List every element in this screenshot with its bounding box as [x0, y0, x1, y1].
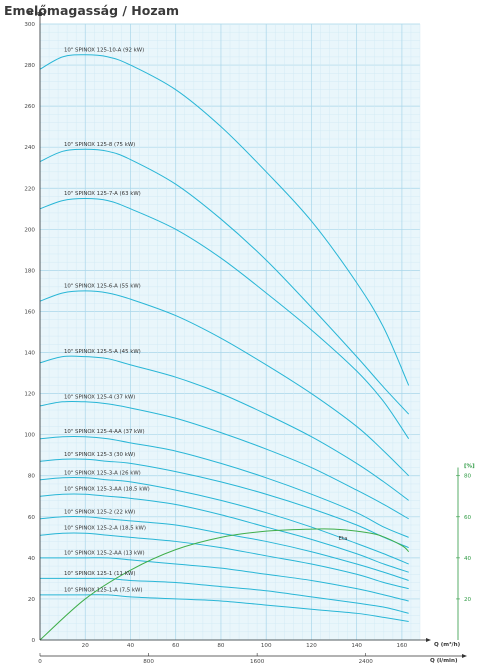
eta-tick-label: 20 — [464, 597, 472, 603]
series-label: 10" SPINOX 125-2-A (18,5 kW) — [64, 526, 146, 532]
x2-tick-label: 0 — [38, 659, 42, 664]
x2-tick-label: 2400 — [359, 659, 374, 664]
x-axis-arrow — [426, 638, 431, 642]
eta-tick-label: 80 — [464, 474, 472, 480]
y-tick-label: 120 — [24, 392, 35, 398]
page-title: Emelőmagasság / Hozam — [4, 3, 180, 18]
y-tick-label: 300 — [24, 22, 35, 28]
series-curve — [40, 557, 409, 602]
x-tick-label: 100 — [261, 643, 272, 649]
series-label: 10" SPINOX 125-4 (37 kW) — [64, 394, 135, 400]
series-label: 10" SPINOX 125-10-A (92 kW) — [64, 47, 144, 53]
y-tick-label: 0 — [31, 638, 35, 644]
x-axis-label: Q (m³/h) — [434, 641, 461, 648]
y-tick-label: 100 — [24, 433, 35, 439]
eta-tick-label: 40 — [464, 556, 472, 562]
eta-label: Eta — [339, 536, 348, 542]
series-curve — [39, 577, 409, 614]
y-tick-label: 200 — [24, 227, 35, 233]
curve-labels: 10" SPINOX 125-10-A (92 kW) 10" SPINOX 12… — [64, 47, 347, 593]
curves — [39, 54, 410, 641]
y-tick-label: 240 — [24, 145, 35, 151]
series-curve — [39, 532, 409, 590]
series-label: 10" SPINOX 125-6-A (55 kW) — [64, 283, 141, 289]
x-tick-label: 160 — [397, 643, 408, 649]
series-curve — [39, 148, 410, 415]
series-label: 10" SPINOX 125-2 (22 kW) — [64, 509, 135, 515]
y-tick-label: 280 — [24, 63, 35, 69]
y-tick-label: 160 — [24, 309, 35, 315]
axes: H [m]20406080100120140160180200220240260… — [24, 11, 475, 664]
series-curve — [39, 198, 410, 440]
series-curve — [40, 594, 409, 623]
y-axis-label: H [m] — [28, 11, 46, 17]
series-curve — [39, 458, 409, 549]
y-tick-label: 60 — [28, 515, 36, 521]
series-curve — [39, 477, 409, 565]
series-curve — [39, 355, 409, 501]
series-curve — [39, 516, 409, 581]
series-label: 10" SPINOX 125-2-AA (13 kW) — [64, 550, 145, 556]
series-curve — [39, 54, 410, 386]
y-tick-label: 180 — [24, 268, 35, 274]
series-label: 10" SPINOX 125-5-A (45 kW) — [64, 349, 141, 355]
y-tick-label: 140 — [24, 351, 35, 357]
x2-axis-arrow — [462, 654, 467, 658]
x-tick-label: 140 — [351, 643, 362, 649]
series-label: 10" SPINOX 125-3-A (26 kW) — [64, 470, 141, 476]
series-label: 10" SPINOX 125-7-A (63 kW) — [64, 191, 141, 197]
series-curve — [39, 290, 410, 477]
x-tick-label: 60 — [172, 643, 180, 649]
eta-curve — [39, 528, 410, 641]
series-curve — [39, 435, 409, 538]
series-label: 10" SPINOX 125-4-AA (37 kW) — [64, 429, 145, 435]
x2-tick-label: 800 — [143, 659, 154, 664]
series-label: 10" SPINOX 125-3 (30 kW) — [64, 452, 135, 458]
y-tick-label: 260 — [24, 104, 35, 110]
x-tick-label: 120 — [306, 643, 317, 649]
series-curve — [39, 493, 409, 573]
eta-axis-label: [%] — [464, 464, 475, 470]
y-tick-label: 20 — [28, 597, 36, 603]
series-label: 10" SPINOX 125-3-AA (18,5 kW) — [64, 487, 150, 493]
y-tick-label: 40 — [28, 556, 36, 562]
x-tick-label: 40 — [127, 643, 135, 649]
series-label: 10" SPINOX 125-8 (75 kW) — [64, 142, 135, 148]
y-tick-label: 220 — [24, 186, 35, 192]
x-tick-label: 80 — [217, 643, 225, 649]
x-tick-label: 20 — [82, 643, 90, 649]
series-label: 10" SPINOX 125-1-A (7,5 kW) — [64, 587, 143, 593]
y-tick-label: 80 — [28, 474, 36, 480]
eta-tick-label: 60 — [464, 515, 472, 521]
y-axis-arrow — [38, 11, 42, 16]
x2-tick-label: 1600 — [250, 659, 265, 664]
x2-axis-label: Q (l/min) — [430, 658, 458, 664]
series-curve — [39, 400, 409, 520]
series-label: 10" SPINOX 125-1 (11 KW) — [64, 571, 135, 577]
